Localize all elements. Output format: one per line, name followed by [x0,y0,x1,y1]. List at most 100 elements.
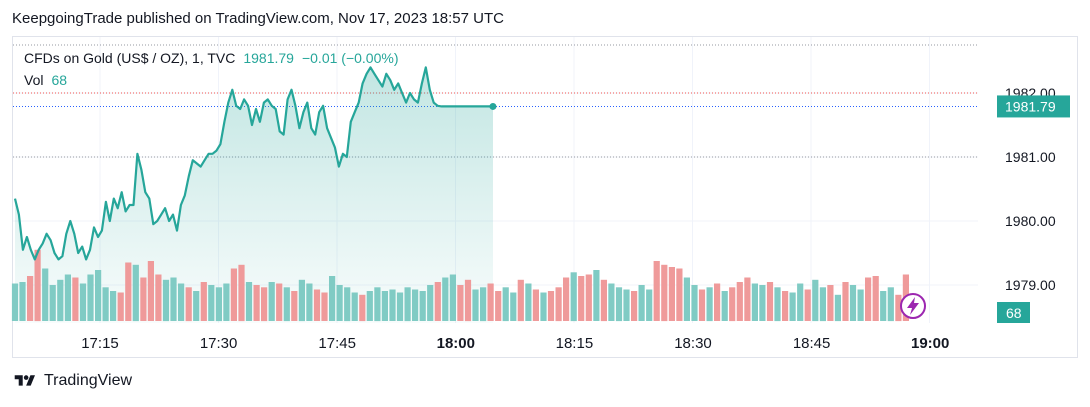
chart-frame[interactable] [12,36,1078,358]
volume-bar [797,283,804,321]
volume-bar [766,282,774,321]
x-tick-label: 17:15 [81,335,119,352]
volume-bar [819,287,826,322]
volume-bar [95,270,102,321]
volume-bar [245,282,253,321]
volume-bar [661,264,668,322]
volume-bar [298,279,305,322]
volume-bar [812,279,819,322]
volume-bar [359,294,366,322]
volume-bar [147,261,154,321]
volume-bar [178,283,185,321]
volume-bar [585,274,592,321]
volume-bar [27,276,34,321]
volume-bar [457,285,464,321]
volume-bar [495,291,502,321]
volume-bar [366,291,373,321]
volume-bar [79,283,87,321]
volume-bar [329,276,336,321]
volume-bar [623,289,630,321]
brand-name: TradingView [44,372,133,389]
volume-bar [344,287,351,322]
price-line [13,66,493,261]
volume-bar [895,294,902,322]
volume-bar [427,285,434,321]
volume-bar [276,283,283,321]
volume-bar [849,285,857,321]
last-price-tag-text: 1981.79 [1005,98,1056,114]
volume-bar [698,289,706,321]
volume-bar [193,291,200,321]
brand[interactable]: TradingView [12,372,132,390]
volume-bar [291,291,298,321]
volume-tag-text: 68 [1006,305,1022,321]
volume-bar [117,292,124,321]
volume-bar [804,289,811,321]
volume-bar [381,291,388,321]
volume-bar [532,289,539,321]
y-tick-label: 1981.00 [1005,149,1056,165]
volume-bar [880,291,887,321]
publisher-caption: KeepgoingTrade published on TradingView.… [12,10,504,27]
volume-bar [774,287,781,322]
volume-bar [449,274,456,321]
volume-bar [64,274,71,321]
volume-bar [510,292,517,321]
volume-bar [170,277,177,321]
symbol-name[interactable]: CFDs on Gold (US$ / OZ), 1, TVC [24,50,236,66]
volume-bar [389,289,396,321]
volume-bar [887,287,894,322]
x-tick-label: 17:30 [200,335,238,352]
volume-bar [351,292,358,321]
volume-bar [419,291,426,321]
volume-bar [261,287,268,322]
volume-bar [102,287,109,322]
volume-bar [827,285,834,321]
volume-bar [336,285,343,321]
volume-bar [555,287,562,322]
volume-bar [517,279,524,322]
volume-bar [11,283,19,321]
volume-bar [676,268,683,321]
volume-bar [57,279,64,322]
chart-legend: CFDs on Gold (US$ / OZ), 1, TVC 1981.79 −0… [24,47,398,91]
volume-bar [412,289,419,321]
volume-bar [744,277,751,321]
volume-bar [631,291,638,321]
volume-bar [782,291,789,321]
volume-bar [638,285,645,321]
volume-bar [608,283,615,321]
volume-bar [865,277,872,321]
price-change-value: −0.01 (−0.00%) [301,50,399,66]
volume-bar [140,277,147,321]
volume-bar [653,261,660,321]
volume-tag [997,302,1030,323]
volume-label[interactable]: Vol [24,72,44,88]
volume-bar [215,287,222,322]
volume-bar [646,289,653,321]
volume-bar [842,282,849,321]
volume-bar [525,283,532,321]
volume-bar [200,282,207,321]
last-price-tag [997,95,1070,118]
volume-bar [404,287,411,322]
x-tick-label: 18:15 [556,335,594,352]
volume-bar [306,283,313,321]
volume-bar [578,276,585,321]
volume-bar [396,292,404,321]
last-price-dot [489,102,497,110]
volume-bar [593,270,600,321]
volume-bar [714,283,721,321]
volume-bar [502,287,509,322]
volume-bar [759,285,766,321]
volume-bar [736,282,743,321]
volume-bar [230,268,237,321]
volume-bar [125,262,132,321]
volume-bar [487,283,494,321]
volume-bar [49,285,56,321]
volume-bar [87,274,94,321]
last-price-value: 1981.79 [243,50,294,66]
volume-bar [208,285,215,321]
x-tick-label: 18:00 [437,335,475,352]
